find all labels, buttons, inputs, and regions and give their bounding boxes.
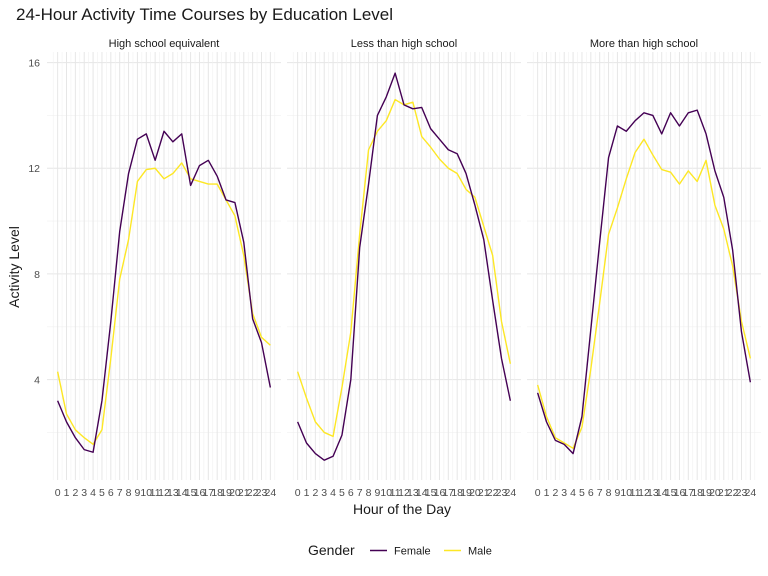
series-line-male xyxy=(56,162,271,446)
x-tick-label: 12 xyxy=(158,487,170,499)
y-tick-label: 8 xyxy=(34,269,40,281)
series-line-male xyxy=(536,138,752,449)
x-tick-label: 22 xyxy=(487,487,499,499)
x-tick-label: 17 xyxy=(202,487,214,499)
x-tick-label: 22 xyxy=(247,487,259,499)
x-tick-label: 21 xyxy=(478,487,490,499)
x-axis-title: Hour of the Day xyxy=(353,501,451,517)
x-tick-label: 3 xyxy=(561,487,567,499)
x-tick-label: 4 xyxy=(90,487,96,499)
y-tick-label: 12 xyxy=(28,163,40,175)
x-tick-label: 2 xyxy=(72,487,78,499)
x-tick-label: 9 xyxy=(374,487,380,499)
x-tick-label: 11 xyxy=(150,487,161,499)
x-tick-label: 21 xyxy=(238,487,250,499)
x-tick-label: 8 xyxy=(606,487,612,499)
x-tick-label: 2 xyxy=(312,487,318,499)
legend-title: Gender xyxy=(308,542,355,558)
x-tick-label: 13 xyxy=(407,487,419,499)
x-tick-label: 18 xyxy=(691,487,703,499)
x-tick-label: 10 xyxy=(380,487,392,499)
x-tick-label: 19 xyxy=(460,487,472,499)
x-tick-label: 0 xyxy=(535,487,541,499)
x-tick-label: 8 xyxy=(126,487,132,499)
x-tick-label: 19 xyxy=(220,487,232,499)
y-axis-title: Activity Level xyxy=(6,226,22,308)
x-tick-label: 15 xyxy=(425,487,437,499)
x-tick-label: 11 xyxy=(630,487,641,499)
series-line-female xyxy=(536,109,752,455)
x-tick-label: 16 xyxy=(194,487,206,499)
x-tick-label: 23 xyxy=(256,487,268,499)
x-tick-label: 6 xyxy=(108,487,114,499)
legend-label-male: Male xyxy=(468,546,492,558)
x-tick-label: 7 xyxy=(597,487,603,499)
x-tick-label: 23 xyxy=(736,487,748,499)
x-tick-label: 10 xyxy=(620,487,632,499)
x-tick-label: 14 xyxy=(416,487,428,499)
x-tick-label: 8 xyxy=(366,487,372,499)
x-tick-label: 6 xyxy=(348,487,354,499)
x-tick-label: 13 xyxy=(647,487,659,499)
x-tick-label: 17 xyxy=(442,487,454,499)
legend: Gender Female Male xyxy=(308,542,492,558)
x-tick-label: 5 xyxy=(339,487,345,499)
x-tick-label: 24 xyxy=(505,487,517,499)
x-tick-label: 20 xyxy=(229,487,241,499)
x-tick-label: 14 xyxy=(656,487,668,499)
x-tick-label: 4 xyxy=(570,487,576,499)
x-tick-label: 23 xyxy=(496,487,508,499)
x-tick-label: 4 xyxy=(330,487,336,499)
series-line-female xyxy=(296,72,512,461)
x-tick-label: 7 xyxy=(357,487,363,499)
x-tick-label: 14 xyxy=(176,487,188,499)
x-tick-label: 1 xyxy=(544,487,550,499)
legend-label-female: Female xyxy=(394,546,431,558)
x-tick-label: 3 xyxy=(321,487,327,499)
x-tick-label: 5 xyxy=(579,487,585,499)
x-tick-label: 12 xyxy=(638,487,650,499)
x-tick-label: 3 xyxy=(81,487,87,499)
x-tick-label: 0 xyxy=(55,487,61,499)
x-tick-label: 1 xyxy=(304,487,310,499)
x-tick-label: 13 xyxy=(167,487,179,499)
chart-title: 24-Hour Activity Time Courses by Educati… xyxy=(16,5,393,24)
x-tick-label: 16 xyxy=(434,487,446,499)
x-tick-label: 10 xyxy=(140,487,152,499)
facet-label: Less than high school xyxy=(351,38,457,50)
x-tick-label: 9 xyxy=(134,487,140,499)
facet-label: More than high school xyxy=(590,38,698,50)
x-tick-label: 24 xyxy=(745,487,757,499)
x-tick-label: 21 xyxy=(718,487,730,499)
x-tick-label: 11 xyxy=(390,487,401,499)
x-tick-label: 5 xyxy=(99,487,105,499)
facet-label: High school equivalent xyxy=(109,38,220,50)
x-tick-label: 18 xyxy=(211,487,223,499)
y-tick-label: 4 xyxy=(34,375,40,387)
x-tick-label: 24 xyxy=(265,487,277,499)
series-line-female xyxy=(56,130,272,453)
x-tick-label: 7 xyxy=(117,487,123,499)
x-tick-label: 20 xyxy=(709,487,721,499)
x-tick-label: 6 xyxy=(588,487,594,499)
x-tick-label: 22 xyxy=(727,487,739,499)
x-tick-label: 15 xyxy=(665,487,677,499)
x-tick-label: 17 xyxy=(682,487,694,499)
x-tick-label: 15 xyxy=(185,487,197,499)
x-tick-label: 18 xyxy=(451,487,463,499)
x-tick-label: 0 xyxy=(295,487,301,499)
x-tick-label: 20 xyxy=(469,487,481,499)
x-tick-label: 9 xyxy=(614,487,620,499)
x-tick-label: 2 xyxy=(552,487,558,499)
y-tick-label: 16 xyxy=(28,58,40,70)
x-tick-label: 19 xyxy=(700,487,712,499)
x-tick-label: 16 xyxy=(674,487,686,499)
x-tick-label: 12 xyxy=(398,487,410,499)
x-tick-label: 1 xyxy=(64,487,70,499)
